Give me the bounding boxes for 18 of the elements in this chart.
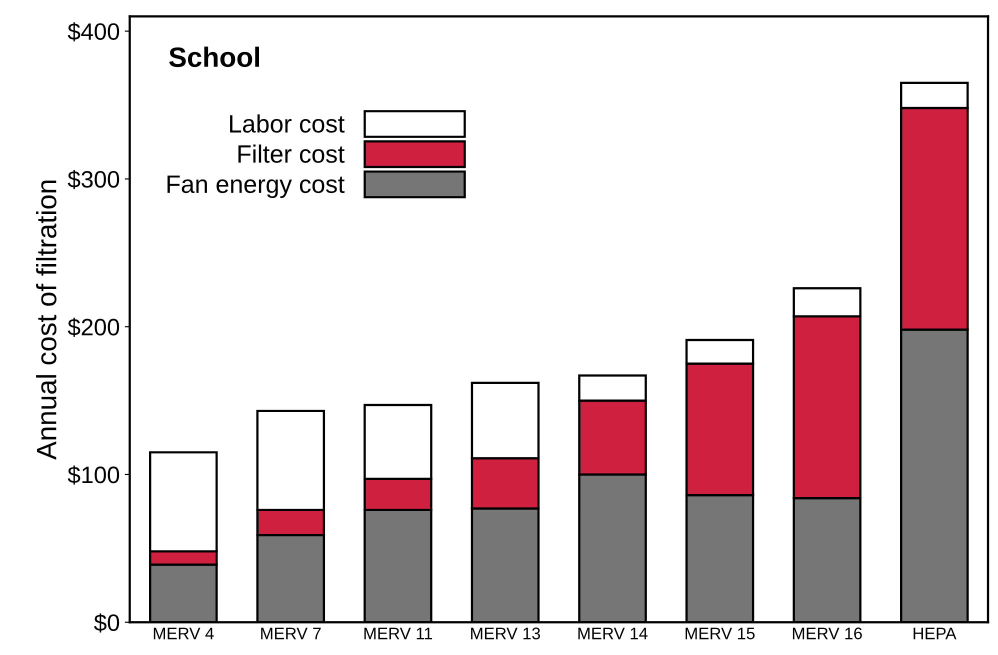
x-tick-label: MERV 7 [261, 628, 321, 640]
x-tick-label: HEPA [914, 628, 956, 640]
x-tick-label: MERV 4 [154, 628, 214, 640]
x-tick-label: MERV 11 [364, 628, 432, 640]
legend-label: Filter cost [238, 144, 345, 163]
x-tick-label: MERV 15 [686, 628, 755, 640]
y-axis-title: Annual cost of filtration [36, 180, 56, 460]
text: School [169, 46, 259, 68]
y-tick-label: $300 [68, 170, 120, 190]
y-tick-label: $0 [94, 613, 120, 632]
legend-label: Labor cost [230, 114, 345, 133]
y-tick-label: $400 [68, 22, 120, 42]
y-tick-label: $200 [68, 318, 120, 337]
x-tick-label: MERV 14 [578, 628, 648, 640]
y-tick-label: $100 [68, 466, 120, 485]
x-tick-label: MERV 13 [471, 628, 540, 640]
x-tick-label: MERV 16 [792, 628, 862, 640]
legend-label: Fan energy cost [168, 176, 345, 198]
